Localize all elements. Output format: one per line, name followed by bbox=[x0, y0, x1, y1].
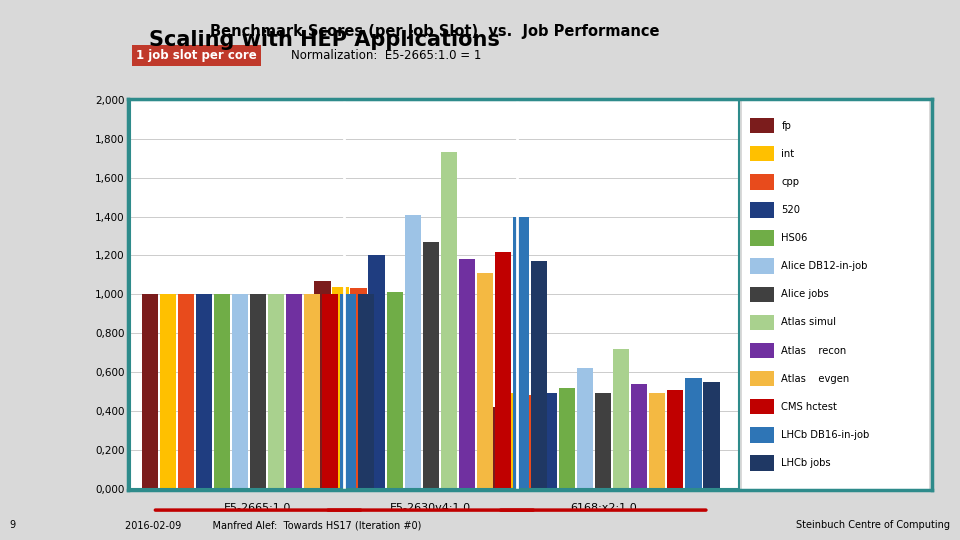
Bar bbox=[494, 252, 511, 489]
Bar bbox=[315, 281, 330, 489]
Bar bbox=[750, 315, 774, 330]
Bar bbox=[304, 294, 320, 489]
Bar bbox=[750, 371, 774, 387]
Bar bbox=[487, 407, 503, 489]
Text: 2016-02-09          Manfred Alef:  Towards HS17 (Iteration #0): 2016-02-09 Manfred Alef: Towards HS17 (I… bbox=[125, 520, 421, 530]
Bar bbox=[649, 394, 665, 489]
Bar bbox=[704, 382, 720, 489]
Bar bbox=[750, 231, 774, 246]
Bar bbox=[459, 259, 475, 489]
Text: fp: fp bbox=[781, 120, 791, 131]
Bar bbox=[577, 368, 593, 489]
Text: HS06: HS06 bbox=[781, 233, 807, 243]
Bar bbox=[750, 259, 774, 274]
Text: LHCb DB16-in-job: LHCb DB16-in-job bbox=[781, 430, 870, 440]
Text: 9: 9 bbox=[10, 520, 15, 530]
Text: LHCb jobs: LHCb jobs bbox=[781, 458, 831, 468]
Bar bbox=[541, 394, 558, 489]
Text: Scaling with HEP Applications: Scaling with HEP Applications bbox=[149, 30, 499, 50]
Bar bbox=[178, 294, 194, 489]
Bar bbox=[750, 174, 774, 190]
Bar bbox=[340, 294, 356, 489]
Bar bbox=[750, 202, 774, 218]
Bar bbox=[667, 389, 684, 489]
Bar bbox=[250, 294, 266, 489]
Bar bbox=[268, 294, 284, 489]
Bar bbox=[404, 214, 420, 489]
Text: Normalization:  E5-2665:1.0 = 1: Normalization: E5-2665:1.0 = 1 bbox=[291, 49, 482, 62]
Bar bbox=[142, 294, 158, 489]
Bar bbox=[685, 378, 702, 489]
Bar bbox=[559, 388, 575, 489]
Bar bbox=[750, 146, 774, 161]
Title: Benchmark Scores (per Job Slot)  vs.  Job Performance: Benchmark Scores (per Job Slot) vs. Job … bbox=[209, 24, 660, 39]
Bar bbox=[387, 292, 402, 489]
Bar bbox=[750, 455, 774, 471]
Bar bbox=[505, 394, 521, 489]
Bar bbox=[476, 273, 492, 489]
Bar bbox=[531, 261, 547, 489]
Bar bbox=[286, 294, 302, 489]
Bar bbox=[159, 294, 176, 489]
Bar bbox=[750, 287, 774, 302]
Bar bbox=[750, 343, 774, 358]
Bar bbox=[595, 394, 612, 489]
Bar bbox=[196, 294, 212, 489]
Text: Atlas    recon: Atlas recon bbox=[781, 346, 847, 355]
Bar bbox=[441, 152, 457, 489]
Bar bbox=[214, 294, 230, 489]
Bar bbox=[232, 294, 248, 489]
Bar bbox=[513, 217, 529, 489]
Bar bbox=[750, 399, 774, 415]
Text: Alice DB12-in-job: Alice DB12-in-job bbox=[781, 261, 868, 271]
Bar bbox=[750, 118, 774, 133]
Bar bbox=[350, 288, 367, 489]
Bar bbox=[632, 384, 647, 489]
Bar bbox=[613, 349, 630, 489]
Text: Alice jobs: Alice jobs bbox=[781, 289, 829, 299]
Text: Atlas    evgen: Atlas evgen bbox=[781, 374, 850, 383]
Text: Atlas simul: Atlas simul bbox=[781, 318, 836, 327]
Text: int: int bbox=[781, 148, 795, 159]
Bar bbox=[358, 294, 374, 489]
Text: CMS hctest: CMS hctest bbox=[781, 402, 837, 412]
Bar bbox=[422, 242, 439, 489]
Bar bbox=[332, 287, 348, 489]
Text: 1 job slot per core: 1 job slot per core bbox=[135, 49, 256, 62]
Text: cpp: cpp bbox=[781, 177, 800, 187]
Bar bbox=[369, 255, 385, 489]
Bar bbox=[523, 395, 540, 489]
Bar bbox=[750, 427, 774, 443]
Bar bbox=[322, 294, 338, 489]
Text: 520: 520 bbox=[781, 205, 801, 215]
Text: Steinbuch Centre of Computing: Steinbuch Centre of Computing bbox=[797, 520, 950, 530]
